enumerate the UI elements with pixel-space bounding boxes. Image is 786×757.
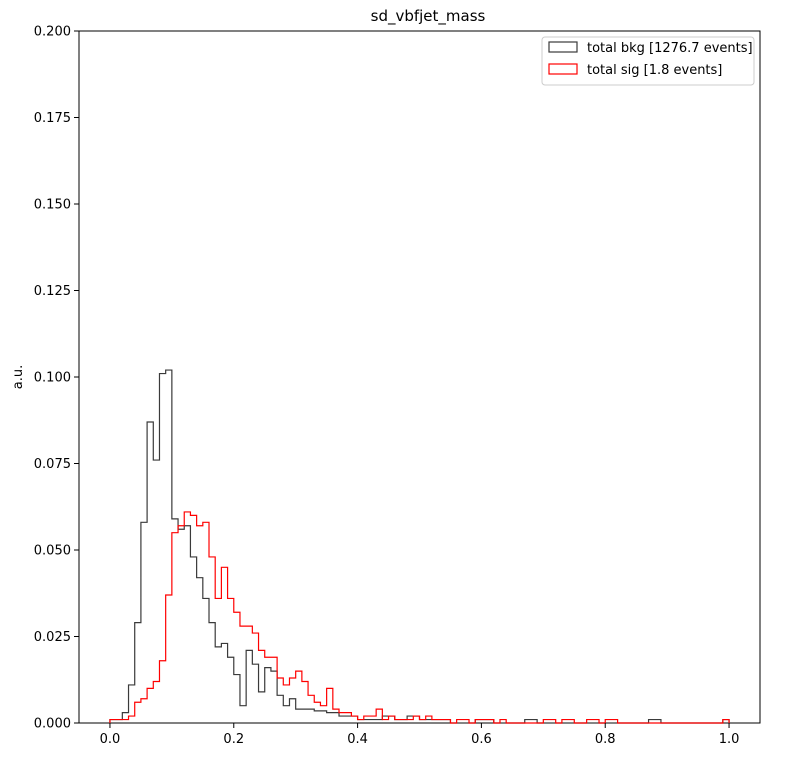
x-tick-label: 0.6 — [471, 732, 492, 747]
y-tick-label: 0.025 — [34, 630, 71, 645]
legend: total bkg [1276.7 events] total sig [1.8 … — [541, 36, 755, 86]
chart-title: sd_vbfjet_mass — [371, 7, 486, 26]
histogram-series-bkg — [109, 369, 730, 724]
x-tick-label: 0.4 — [347, 732, 368, 747]
legend-entry-label: total bkg [1276.7 events] — [587, 41, 753, 56]
y-tick-label: 0.125 — [34, 284, 71, 299]
y-tick-label: 0.050 — [34, 544, 71, 559]
legend-box — [541, 36, 755, 86]
legend-swatch — [548, 63, 578, 75]
y-tick-label: 0.075 — [34, 457, 71, 472]
plot-area — [78, 30, 761, 724]
x-tick-label: 0.8 — [595, 732, 616, 747]
legend-entry-label: total sig [1.8 events] — [587, 63, 722, 78]
x-axis-ticks: 0.0 0.2 0.4 0.6 0.8 1.0 — [100, 723, 740, 747]
histogram-series — [109, 369, 730, 724]
x-tick-label: 0.0 — [100, 732, 121, 747]
y-tick-label: 0.100 — [34, 371, 71, 386]
x-tick-label: 0.2 — [223, 732, 244, 747]
y-axis-ticks: 0.000 0.025 0.050 0.075 0.100 0.125 0.150 0.175… — [34, 25, 79, 732]
y-tick-label: 0.000 — [34, 717, 71, 732]
histogram-series-sig — [109, 511, 730, 724]
y-tick-label: 0.200 — [34, 25, 71, 40]
legend-swatch — [548, 41, 578, 53]
x-tick-label: 1.0 — [719, 732, 740, 747]
y-tick-label: 0.175 — [34, 111, 71, 126]
plot-frame — [78, 30, 761, 724]
y-tick-label: 0.150 — [34, 198, 71, 213]
y-axis-label: a.u. — [11, 365, 26, 389]
